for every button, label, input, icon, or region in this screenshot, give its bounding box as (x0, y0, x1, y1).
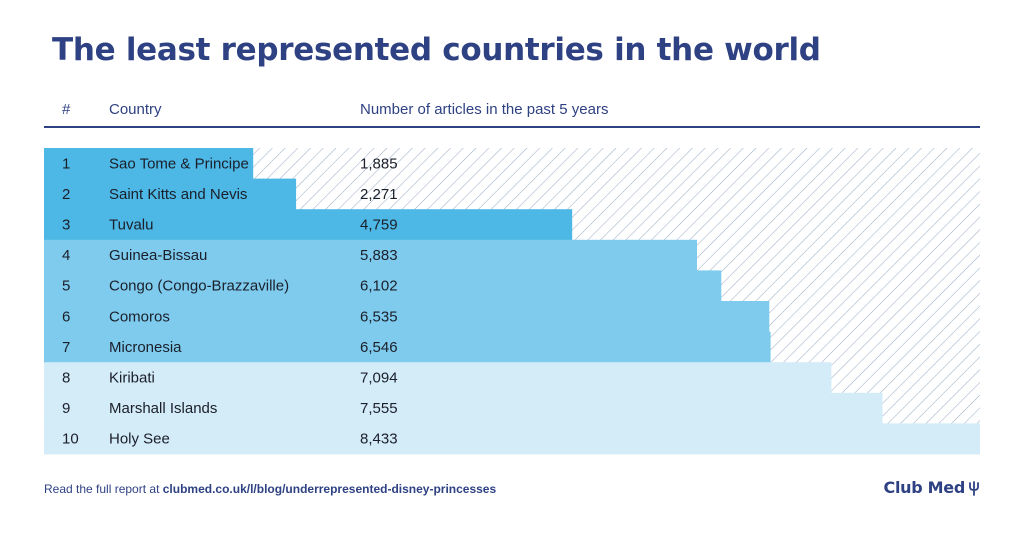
footer-link[interactable]: clubmed.co.uk/l/blog/underrepresented-di… (162, 482, 497, 496)
rank-label: 9 (62, 400, 70, 417)
page-title: The least represented countries in the w… (52, 32, 821, 68)
country-label: Kiribati (109, 370, 155, 387)
value-label: 4,759 (360, 217, 398, 234)
country-label: Comoros (109, 308, 170, 325)
bar (44, 178, 297, 210)
country-label: Congo (Congo-Brazzaville) (109, 278, 289, 295)
country-label: Guinea-Bissau (109, 247, 207, 264)
rank-label: 2 (62, 186, 70, 203)
bar (44, 148, 254, 179)
country-label: Tuvalu (109, 217, 153, 234)
value-label: 6,102 (360, 278, 398, 295)
bar (44, 362, 832, 394)
country-label: Micronesia (109, 339, 182, 356)
trident-icon (969, 480, 979, 496)
rank-label: 6 (62, 308, 70, 325)
value-label: 7,555 (360, 400, 398, 417)
footer-note: Read the full report at clubmed.co.uk/l/… (44, 482, 496, 496)
bar (44, 331, 771, 363)
country-label: Sao Tome & Principe (109, 155, 249, 172)
country-label: Saint Kitts and Nevis (109, 186, 247, 203)
rank-label: 4 (62, 247, 70, 264)
bar (44, 270, 722, 302)
rank-label: 8 (62, 370, 70, 387)
bar (44, 423, 980, 455)
value-label: 5,883 (360, 247, 398, 264)
rank-label: 10 (62, 431, 79, 448)
rank-column-header: # (62, 101, 71, 118)
bar (44, 301, 770, 332)
rank-label: 7 (62, 339, 70, 356)
rank-label: 5 (62, 278, 70, 295)
bar (44, 209, 573, 241)
brand-name: Club Med (883, 478, 966, 497)
value-label: 1,885 (360, 155, 398, 172)
club-med-logo: Club Med (884, 478, 980, 497)
header-divider (44, 126, 980, 128)
value-label: 2,271 (360, 186, 398, 203)
value-label: 6,535 (360, 308, 398, 325)
country-label: Holy See (109, 431, 170, 448)
bar (44, 239, 697, 271)
value-label: 6,546 (360, 339, 398, 356)
value-label: 7,094 (360, 370, 398, 387)
bar (44, 392, 883, 424)
value-label: 8,433 (360, 431, 398, 448)
articles-column-header: Number of articles in the past 5 years (360, 101, 609, 118)
country-column-header: Country (109, 101, 162, 118)
footer-prefix: Read the full report at (44, 482, 163, 496)
country-label: Marshall Islands (109, 400, 217, 417)
rank-label: 1 (62, 155, 70, 172)
rank-label: 3 (62, 217, 70, 234)
